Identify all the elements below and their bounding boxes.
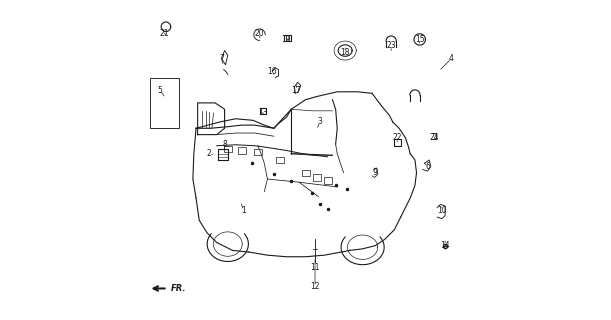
- Bar: [302, 170, 310, 176]
- Text: 18: 18: [340, 48, 350, 57]
- Text: 19: 19: [282, 35, 291, 44]
- Bar: [284, 35, 291, 41]
- Bar: [260, 108, 266, 114]
- Text: FR.: FR.: [170, 284, 186, 293]
- Text: 1: 1: [241, 206, 246, 215]
- Bar: [324, 178, 332, 184]
- Bar: [254, 149, 262, 155]
- Text: 16: 16: [268, 67, 277, 76]
- Text: 24: 24: [429, 133, 439, 142]
- Text: 15: 15: [415, 35, 425, 44]
- Text: 22: 22: [393, 133, 402, 142]
- Text: 11: 11: [310, 263, 320, 272]
- Bar: [393, 140, 401, 146]
- Text: 10: 10: [437, 206, 447, 215]
- Text: 8: 8: [222, 140, 227, 148]
- Text: 17: 17: [291, 86, 301, 95]
- Bar: [313, 174, 321, 180]
- Text: 4: 4: [449, 54, 454, 63]
- Text: 23: 23: [386, 41, 396, 50]
- Text: 5: 5: [157, 86, 162, 95]
- Text: 2: 2: [207, 149, 211, 158]
- Text: 20: 20: [255, 28, 265, 38]
- Text: 13: 13: [258, 108, 268, 117]
- Text: 14: 14: [441, 241, 450, 250]
- Bar: [238, 147, 246, 154]
- Text: 9: 9: [373, 168, 378, 177]
- Text: 7: 7: [219, 54, 224, 63]
- Text: 21: 21: [159, 28, 169, 38]
- Text: 6: 6: [425, 162, 430, 171]
- Bar: [224, 146, 232, 152]
- Bar: [150, 77, 178, 128]
- Bar: [276, 157, 284, 163]
- Text: 12: 12: [310, 282, 320, 292]
- Text: 3: 3: [317, 117, 322, 126]
